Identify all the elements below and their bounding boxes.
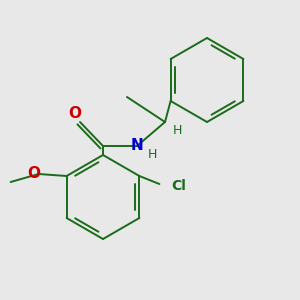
Text: O: O — [68, 106, 82, 122]
Text: H: H — [147, 148, 157, 160]
Text: N: N — [130, 139, 143, 154]
Text: O: O — [27, 166, 40, 181]
Text: H: H — [172, 124, 182, 136]
Text: Cl: Cl — [171, 179, 186, 193]
